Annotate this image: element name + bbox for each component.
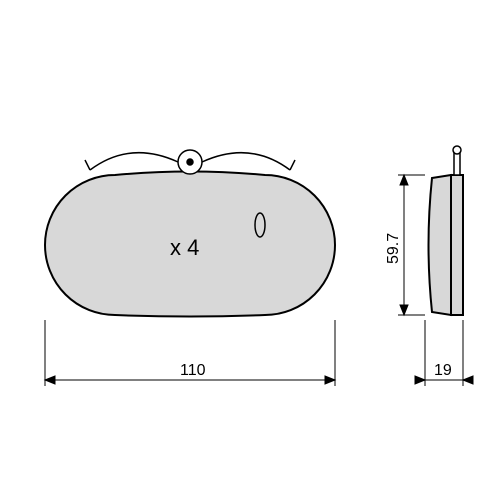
dimension-width-value: 110 [180, 362, 206, 379]
dimension-thickness-value: 19 [434, 362, 452, 379]
sensor-slot [255, 213, 265, 237]
backing-plate [451, 175, 463, 315]
technical-drawing: cifam x 4 [0, 0, 500, 500]
retaining-clip [85, 150, 295, 174]
front-view: x 4 [45, 150, 335, 317]
quantity-label: x 4 [170, 235, 199, 260]
side-clip [453, 146, 461, 175]
side-view [429, 146, 464, 315]
dimension-height: 59.7 [385, 175, 425, 315]
dimension-width: 110 [45, 320, 335, 386]
dimension-thickness: 19 [415, 320, 473, 386]
friction-material [429, 175, 452, 315]
dimension-height-value: 59.7 [385, 233, 402, 264]
